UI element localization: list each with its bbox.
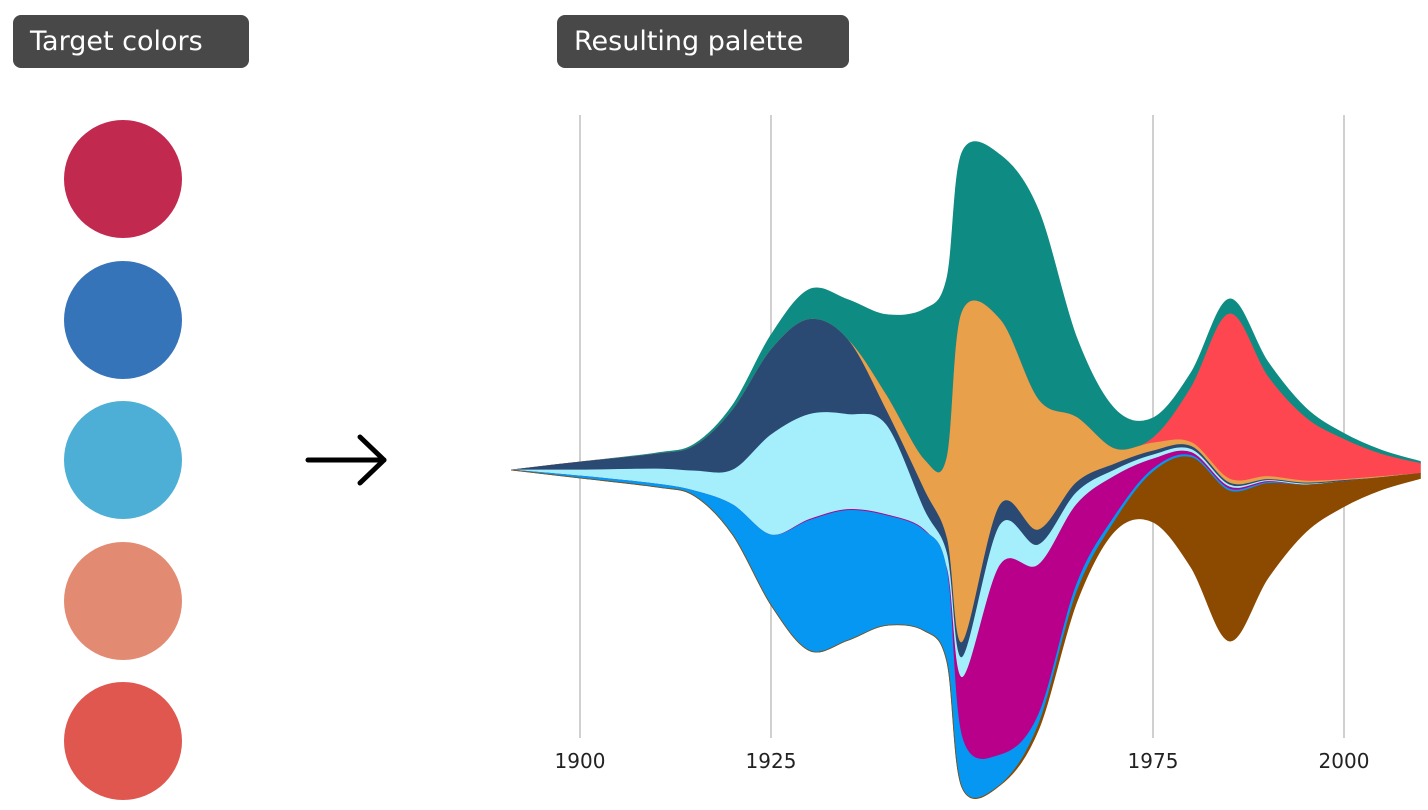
x-tick-label: 1975 (1128, 749, 1179, 773)
target-color-swatch-2 (64, 261, 182, 379)
x-tick-label: 1900 (555, 749, 606, 773)
resulting-palette-label: Resulting palette (557, 15, 849, 68)
stream-layer-brown (511, 456, 1421, 799)
right-arrow-icon (305, 434, 387, 486)
x-tick-label: 1925 (746, 749, 797, 773)
target-color-swatch-3 (64, 401, 182, 519)
target-colors-label: Target colors (13, 15, 249, 68)
x-tick-label: 2000 (1319, 749, 1370, 773)
target-color-swatch-5 (64, 682, 182, 800)
target-color-swatch-4 (64, 542, 182, 660)
target-color-swatch-1 (64, 120, 182, 238)
